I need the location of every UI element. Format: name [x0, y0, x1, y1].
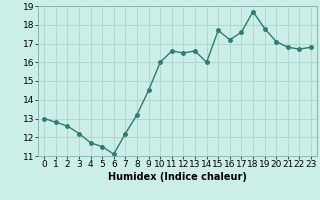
X-axis label: Humidex (Indice chaleur): Humidex (Indice chaleur) [108, 172, 247, 182]
